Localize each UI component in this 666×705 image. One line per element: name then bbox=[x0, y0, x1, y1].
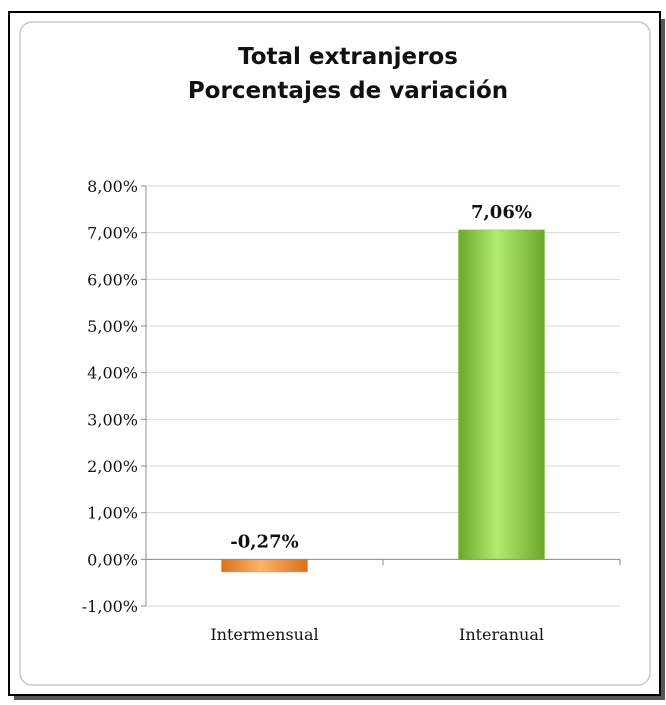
bars bbox=[221, 229, 545, 573]
chart-title-line-1: Total extranjeros bbox=[238, 44, 458, 70]
y-axis-ticks: 8,00% 7,00% 6,00% 5,00% 4,00% 3,00% 2,00% 1,00%… bbox=[82, 177, 146, 616]
y-tick-label: 0,00% bbox=[87, 550, 138, 569]
bar-interanual bbox=[458, 229, 545, 560]
category-labels: Intermensual Interanual bbox=[210, 625, 544, 644]
x-category-label: Intermensual bbox=[210, 625, 318, 644]
y-tick-label: -1,00% bbox=[82, 597, 138, 616]
data-label: -0,27% bbox=[230, 531, 298, 552]
y-tick-label: 3,00% bbox=[87, 410, 138, 429]
y-tick-label: 8,00% bbox=[87, 177, 138, 196]
bar-intermensual bbox=[221, 559, 308, 573]
plot-area-border bbox=[19, 21, 651, 686]
y-tick-label: 2,00% bbox=[87, 457, 138, 476]
data-labels: -0,27% 7,06% bbox=[230, 202, 532, 552]
y-tick-label: 7,00% bbox=[87, 224, 138, 243]
y-tick-label: 6,00% bbox=[87, 270, 138, 289]
y-tick-label: 5,00% bbox=[87, 317, 138, 336]
y-tick-label: 4,00% bbox=[87, 364, 138, 383]
data-label: 7,06% bbox=[471, 202, 532, 223]
x-axis-ticks bbox=[145, 559, 621, 566]
x-category-label: Interanual bbox=[459, 625, 544, 644]
y-tick-label: 1,00% bbox=[87, 504, 138, 523]
chart-title-line-2: Porcentajes de variación bbox=[188, 78, 508, 104]
